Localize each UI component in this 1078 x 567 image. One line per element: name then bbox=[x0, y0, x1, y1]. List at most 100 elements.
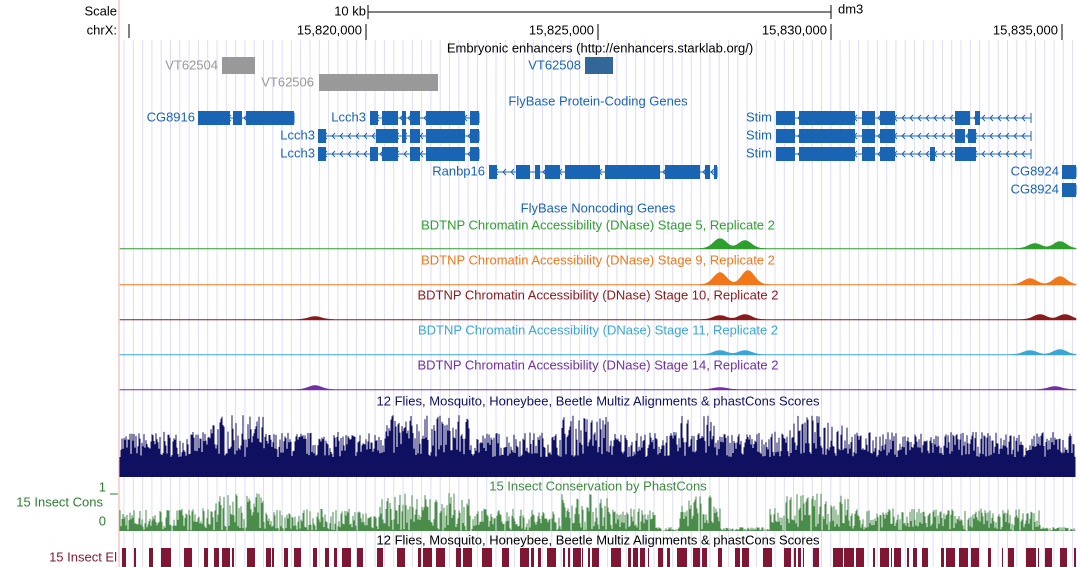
conserved-element bbox=[907, 548, 909, 567]
gene-label[interactable]: CG8924 bbox=[1011, 163, 1059, 178]
exon bbox=[376, 129, 398, 143]
conserved-element bbox=[266, 548, 271, 567]
exon bbox=[714, 165, 717, 179]
exon bbox=[410, 147, 420, 161]
dnase-signal bbox=[119, 314, 1077, 321]
conserved-element bbox=[272, 548, 274, 567]
gene-label[interactable]: Lcch3 bbox=[280, 145, 315, 160]
conserved-element bbox=[294, 548, 301, 567]
gene-label[interactable]: Lcch3 bbox=[280, 127, 315, 142]
exon bbox=[470, 147, 479, 161]
exon bbox=[776, 147, 795, 161]
gene-label[interactable]: Stim bbox=[746, 127, 772, 142]
conserved-element bbox=[833, 548, 843, 567]
conserved-element bbox=[633, 548, 638, 567]
exon bbox=[246, 111, 294, 125]
conserved-element bbox=[971, 548, 979, 567]
conserved-element bbox=[946, 548, 955, 567]
exon bbox=[470, 111, 479, 125]
gene-label[interactable]: Stim bbox=[746, 109, 772, 124]
exon bbox=[426, 147, 465, 161]
exon bbox=[410, 129, 420, 143]
conserved-element bbox=[247, 548, 255, 567]
exon bbox=[470, 129, 479, 143]
conserved-element bbox=[677, 548, 687, 567]
conserved-element bbox=[531, 548, 534, 567]
exon bbox=[799, 129, 855, 143]
exon bbox=[955, 147, 976, 161]
conserved-element bbox=[693, 548, 700, 567]
exon bbox=[382, 111, 398, 125]
chrom-label: chrX: bbox=[87, 22, 117, 37]
conserved-element bbox=[325, 548, 329, 567]
exon bbox=[402, 129, 406, 143]
exon bbox=[318, 147, 326, 161]
conserved-element bbox=[880, 548, 889, 567]
conserved-element bbox=[1045, 548, 1052, 567]
gene-label[interactable]: CG8916 bbox=[147, 109, 195, 124]
exon bbox=[880, 147, 895, 161]
exon bbox=[545, 165, 560, 179]
conserved-element bbox=[763, 548, 772, 567]
exon bbox=[1062, 165, 1076, 179]
axis-max: 1 bbox=[99, 479, 106, 494]
conserved-element bbox=[573, 548, 581, 567]
grid-lines bbox=[123, 40, 1074, 567]
conserved-element bbox=[735, 548, 740, 567]
exon bbox=[930, 147, 935, 161]
enhancer[interactable] bbox=[585, 57, 613, 74]
conserved-element bbox=[1002, 548, 1003, 567]
conserved-element bbox=[742, 548, 749, 567]
exon bbox=[968, 129, 976, 143]
conserved-element bbox=[149, 548, 153, 567]
track-title: BDTNP Chromatin Accessibility (DNase) St… bbox=[421, 217, 775, 232]
exon bbox=[382, 147, 398, 161]
exon bbox=[370, 147, 378, 161]
track-title: FlyBase Protein-Coding Genes bbox=[508, 93, 688, 108]
position-tick: 15,835,000 bbox=[993, 22, 1058, 37]
exon bbox=[426, 129, 465, 143]
exon bbox=[880, 111, 895, 125]
exon bbox=[705, 165, 710, 179]
gene-label[interactable]: CG8924 bbox=[1011, 181, 1059, 196]
conserved-element bbox=[988, 548, 991, 567]
enhancer[interactable] bbox=[222, 57, 255, 74]
position-tick: 15,830,000 bbox=[762, 22, 827, 37]
exon bbox=[426, 111, 465, 125]
conserved-element bbox=[784, 548, 791, 567]
conserved-element bbox=[502, 548, 509, 567]
track-label: 15 Insect Cons bbox=[16, 494, 103, 509]
enhancer-label[interactable]: VT62508 bbox=[528, 57, 581, 72]
scale-label: Scale bbox=[84, 3, 117, 18]
conserved-element bbox=[803, 548, 804, 567]
exon bbox=[975, 111, 980, 125]
enhancer[interactable] bbox=[319, 74, 438, 91]
dnase-signal bbox=[119, 238, 1077, 250]
conserved-element bbox=[357, 548, 363, 567]
conserved-element bbox=[856, 548, 864, 567]
gene-label[interactable]: Ranbp16 bbox=[432, 163, 485, 178]
exon bbox=[955, 129, 965, 143]
conserved-element bbox=[547, 548, 556, 567]
gene-label[interactable]: Lcch3 bbox=[331, 109, 366, 124]
axis-min: 0 bbox=[99, 513, 106, 528]
position-ticks bbox=[365, 24, 1063, 40]
exon bbox=[370, 111, 378, 125]
enhancer-label[interactable]: VT62506 bbox=[261, 74, 314, 89]
exon bbox=[489, 165, 497, 179]
exon bbox=[1062, 183, 1076, 197]
conserved-element bbox=[844, 548, 854, 567]
conserved-element bbox=[813, 548, 819, 567]
gene-label[interactable]: Stim bbox=[746, 145, 772, 160]
conserved-element bbox=[204, 548, 208, 567]
exon bbox=[799, 147, 855, 161]
multiz-signal bbox=[119, 415, 1076, 477]
conserved-element bbox=[959, 548, 968, 567]
conserved-element bbox=[640, 548, 645, 567]
track-title: 15 Insect Conservation by PhastCons bbox=[489, 478, 707, 493]
conserved-element bbox=[134, 548, 136, 567]
exon bbox=[318, 129, 326, 143]
conserved-element bbox=[423, 548, 432, 567]
enhancer-label[interactable]: VT62504 bbox=[165, 57, 218, 72]
conserved-element bbox=[1038, 548, 1039, 567]
